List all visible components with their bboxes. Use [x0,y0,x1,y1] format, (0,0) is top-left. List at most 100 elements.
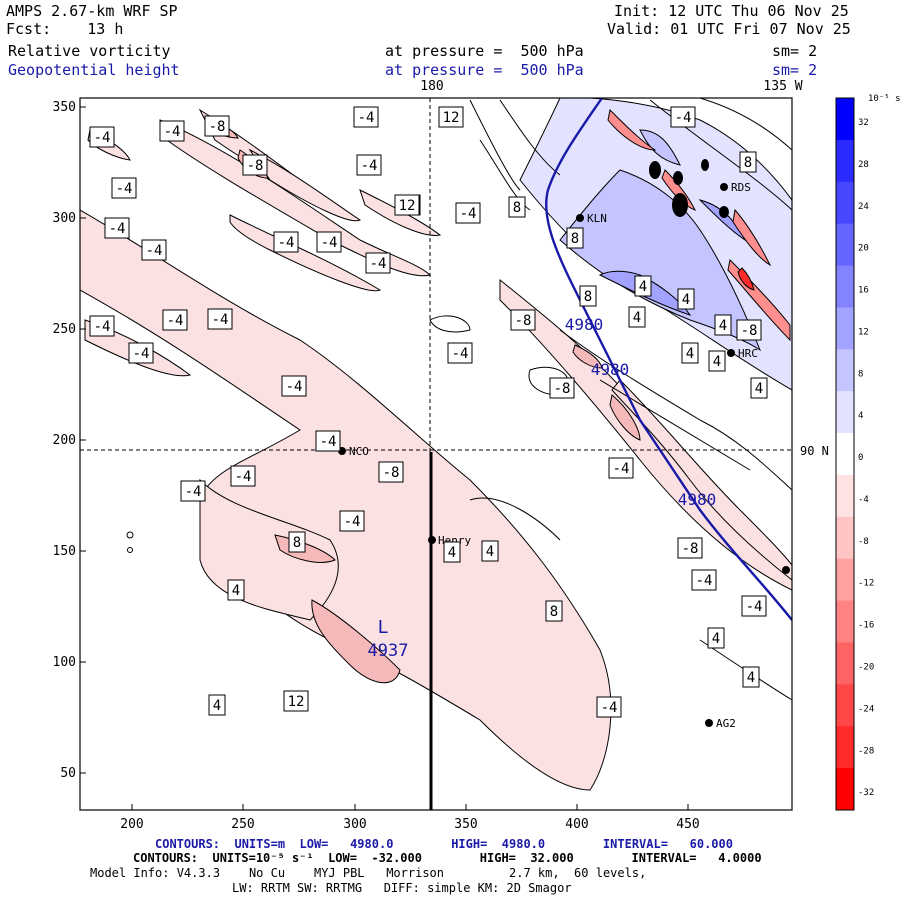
contour-label-box: 12 [394,194,420,216]
model-info-physics: LW: RRTM SW: RRTMG DIFF: simple KM: 2D S… [232,881,572,895]
colorbar-swatch [836,684,854,727]
contour-value: 4 [232,583,240,599]
contour-label-box: 4 [634,275,652,297]
station-label: KLN [587,212,607,225]
contour-label-box: -4 [315,430,341,452]
contour-label-box: -8 [242,154,268,176]
colorbar-swatch [836,558,854,602]
contour-label-box: -4 [207,308,233,330]
contour-value: -4 [94,130,111,146]
contour-label-box: -8 [510,309,536,331]
colorbar-swatch [836,433,854,476]
contour-label-box: -4 [281,375,307,397]
contour-label-box: -4 [356,154,382,176]
contour-value: -4 [212,312,229,328]
model-info: Model Info: V4.3.3 No Cu MYJ PBL Morriso… [90,866,647,880]
contour-label-box: 8 [739,151,757,173]
colorbar-tick: 0 [858,453,863,463]
contour-value: -4 [109,221,126,237]
contour-label-box: -8 [204,115,230,137]
contour-label-box: -4 [162,309,188,331]
contour-value: -4 [344,514,361,530]
colorbar-swatch [836,642,854,685]
contour-label-box: 12 [283,690,309,712]
contour-label-box: 4 [707,627,725,649]
contour-value: 8 [744,155,752,171]
contour-value: 4 [682,292,690,308]
contour-label-box: -4 [447,342,473,364]
colorbar-tick: 24 [858,202,869,212]
x-tick: 250 [231,817,254,832]
height-label: 4980 [678,490,717,509]
contour-label-box: 8 [288,531,306,553]
colorbar-unit: 10⁻⁵ s⁻¹ [868,94,900,104]
field2-level: at pressure = 500 hPa [385,61,584,79]
contour-label-box: -4 [89,126,115,148]
contour-value: 4 [633,310,641,326]
lat-90n-label: 90 N [800,444,829,458]
field1-level: at pressure = 500 hPa [385,42,584,60]
colorbar-swatch [836,474,854,518]
contour-value: -4 [320,434,337,450]
colorbar-swatch [836,768,854,811]
x-tick: 350 [454,817,477,832]
contour-label-box: 4 [750,377,768,399]
y-tick: 50 [60,766,76,781]
x-tick: 400 [565,817,588,832]
colorbar-swatch [836,98,854,141]
contour-label-box: 4 [481,540,499,562]
colorbar-tick: 20 [858,244,869,254]
contour-label-box: -4 [691,569,717,591]
contour-label-box: -4 [104,217,130,239]
colorbar-tick: 32 [858,118,869,128]
y-tick: 150 [53,544,76,559]
contour-value: 4 [486,544,494,560]
colorbar-tick: 28 [858,160,869,170]
init-time: Init: 12 UTC Thu 06 Nov 25 [614,2,849,20]
y-tick: 200 [53,433,76,448]
contour-label-box: 8 [508,196,526,218]
low-value: 4937 [368,641,409,661]
colorbar-tick: -32 [858,788,874,798]
contour-value: -4 [370,256,387,272]
contour-label-box: 4 [714,314,732,336]
contour-value: 4 [755,381,763,397]
colorbar-swatch [836,349,854,392]
contour-label-box: -4 [353,106,379,128]
x-tick: 450 [676,817,699,832]
contour-value: -8 [515,313,532,329]
contour-value: 8 [584,289,592,305]
contour-value: -4 [452,346,469,362]
contour-value: 4 [719,318,727,334]
station-label: NCO [349,445,369,458]
colorbar-tick: 16 [858,286,869,296]
lon-180-label: 180 [420,79,443,94]
contour-value: -8 [383,465,400,481]
contour-label-box: -4 [141,239,167,261]
contour-label-box: -8 [677,537,703,559]
contour-info-vorticity: CONTOURS: UNITS=10⁻⁵ s⁻¹ LOW= -32.000 HI… [133,851,762,865]
valid-time: Valid: 01 UTC Fri 07 Nov 25 [607,20,851,38]
colorbar-tick: -16 [858,621,874,631]
contour-value: -4 [235,469,252,485]
contour-label-box: 8 [579,285,597,307]
contour-label-box: 4 [208,694,226,716]
contour-labels: -4 -4 -8 -4 -8 -4 -4 -4 -4 -4 -4 -4 -4 -4 -4 -4 -4 -4 -8 -4… [89,106,768,718]
contour-value: -8 [209,119,226,135]
contour-value: 12 [288,694,305,710]
contour-value: -4 [278,235,295,251]
colorbar-tick: -8 [858,537,869,547]
colorbar-tick: 12 [858,327,869,337]
contour-value: 8 [571,231,579,247]
contour-label-box: -4 [455,202,481,224]
contour-label-box: -4 [159,120,185,142]
contour-label-box: 4 [677,288,695,310]
colorbar-swatch [836,600,854,643]
contour-label-box: -4 [89,315,115,337]
contour-value: -8 [247,158,264,174]
field1-smoothing: sm= 2 [772,42,818,60]
contour-label-box: -8 [736,319,762,341]
low-marker: L [378,617,389,638]
colorbar-swatch [836,265,854,308]
